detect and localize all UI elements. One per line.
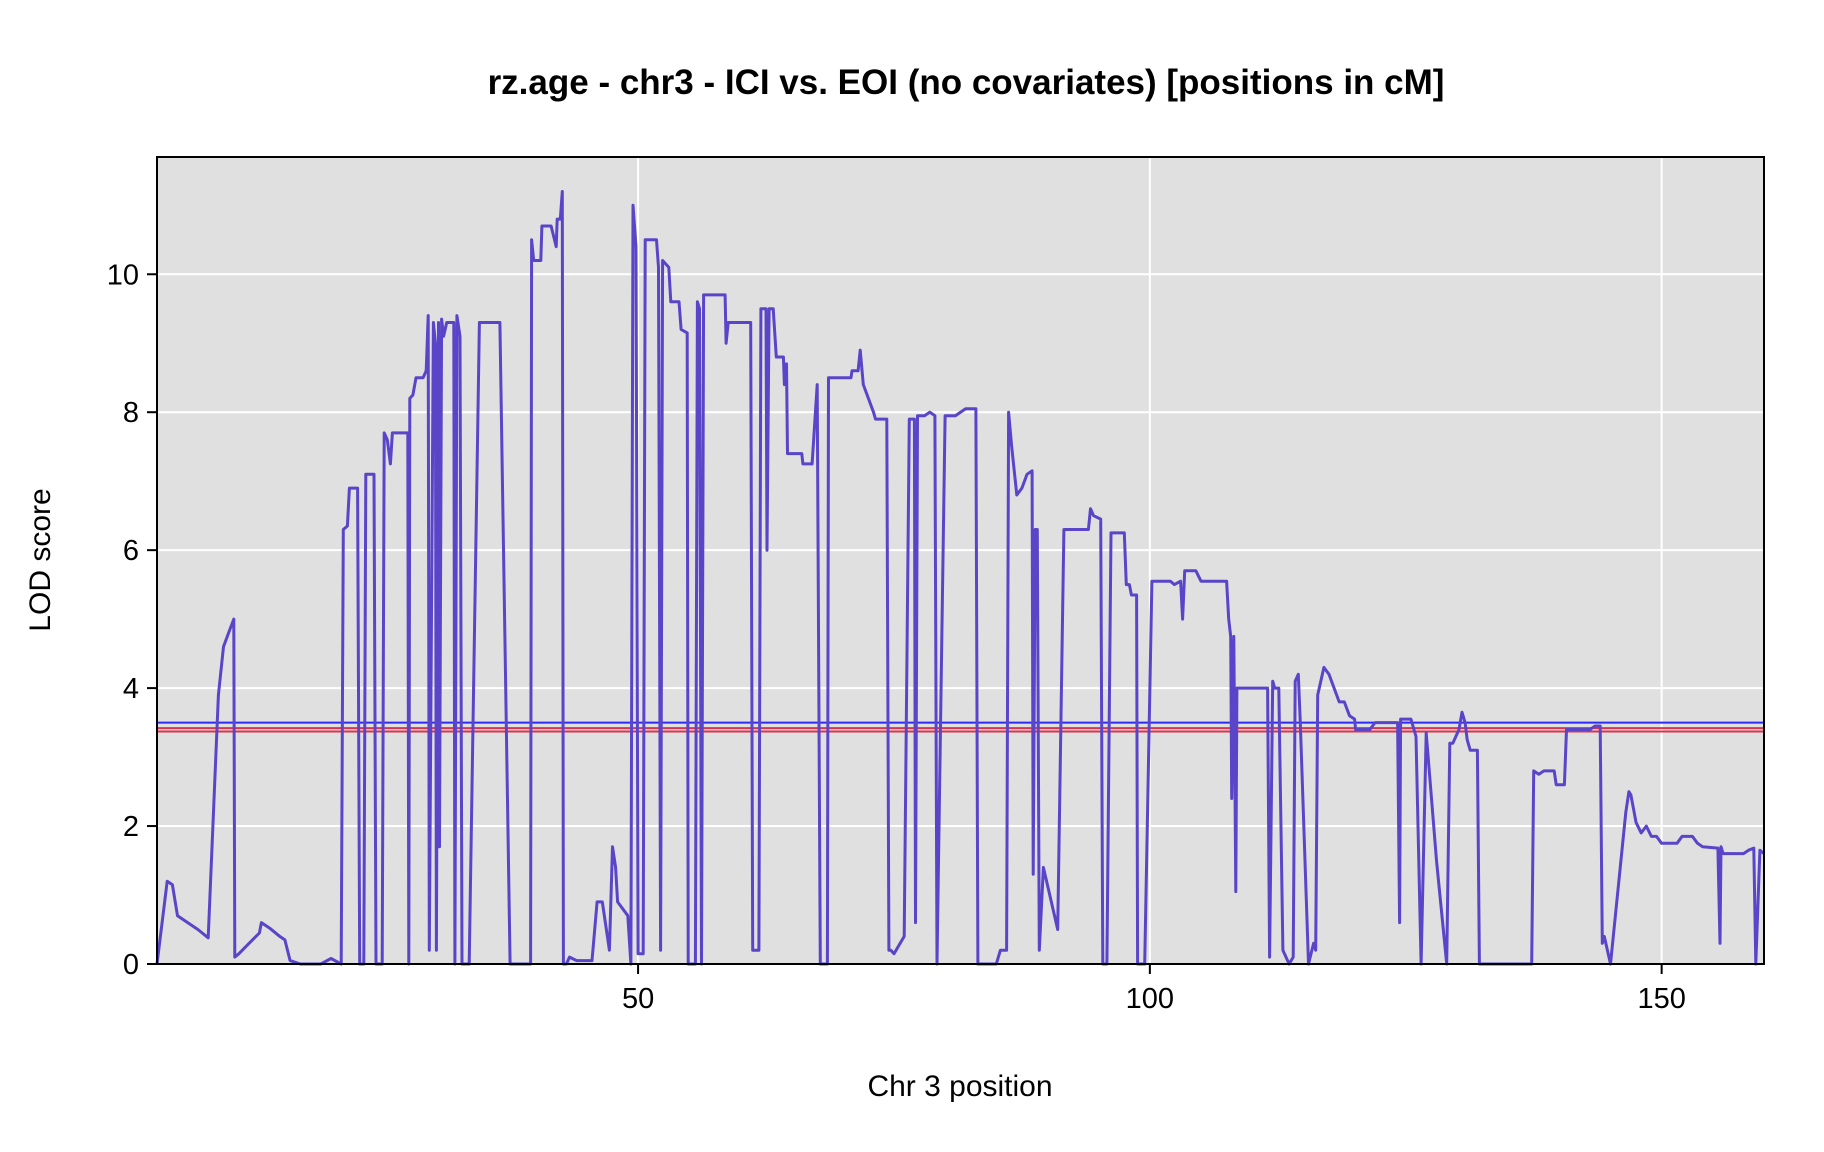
x-axis-label: Chr 3 position — [867, 1070, 1052, 1103]
y-tick-label: 0 — [123, 949, 139, 981]
plot-panel — [157, 157, 1764, 964]
x-tick-label: 150 — [1637, 983, 1685, 1015]
x-tick-label: 100 — [1126, 983, 1174, 1015]
y-axis-ticks: 0 2 4 6 8 10 — [107, 259, 157, 981]
y-tick-label: 10 — [107, 259, 139, 291]
y-tick-label: 8 — [123, 397, 139, 429]
plot-frame — [156, 156, 1765, 965]
series-layer — [155, 190, 1765, 966]
y-tick-label: 6 — [123, 535, 139, 567]
threshold-lines — [157, 721, 1764, 733]
y-tick-label: 4 — [123, 673, 139, 705]
lod-series-line — [155, 190, 1765, 966]
y-tick-label: 2 — [123, 811, 139, 843]
x-axis-ticks: 50 100 150 — [622, 964, 1686, 1015]
x-tick-label: 50 — [622, 983, 654, 1015]
chart-title: rz.age - chr3 - ICI vs. EOI (no covariat… — [488, 63, 1445, 102]
y-axis-label: LOD score — [24, 488, 57, 631]
